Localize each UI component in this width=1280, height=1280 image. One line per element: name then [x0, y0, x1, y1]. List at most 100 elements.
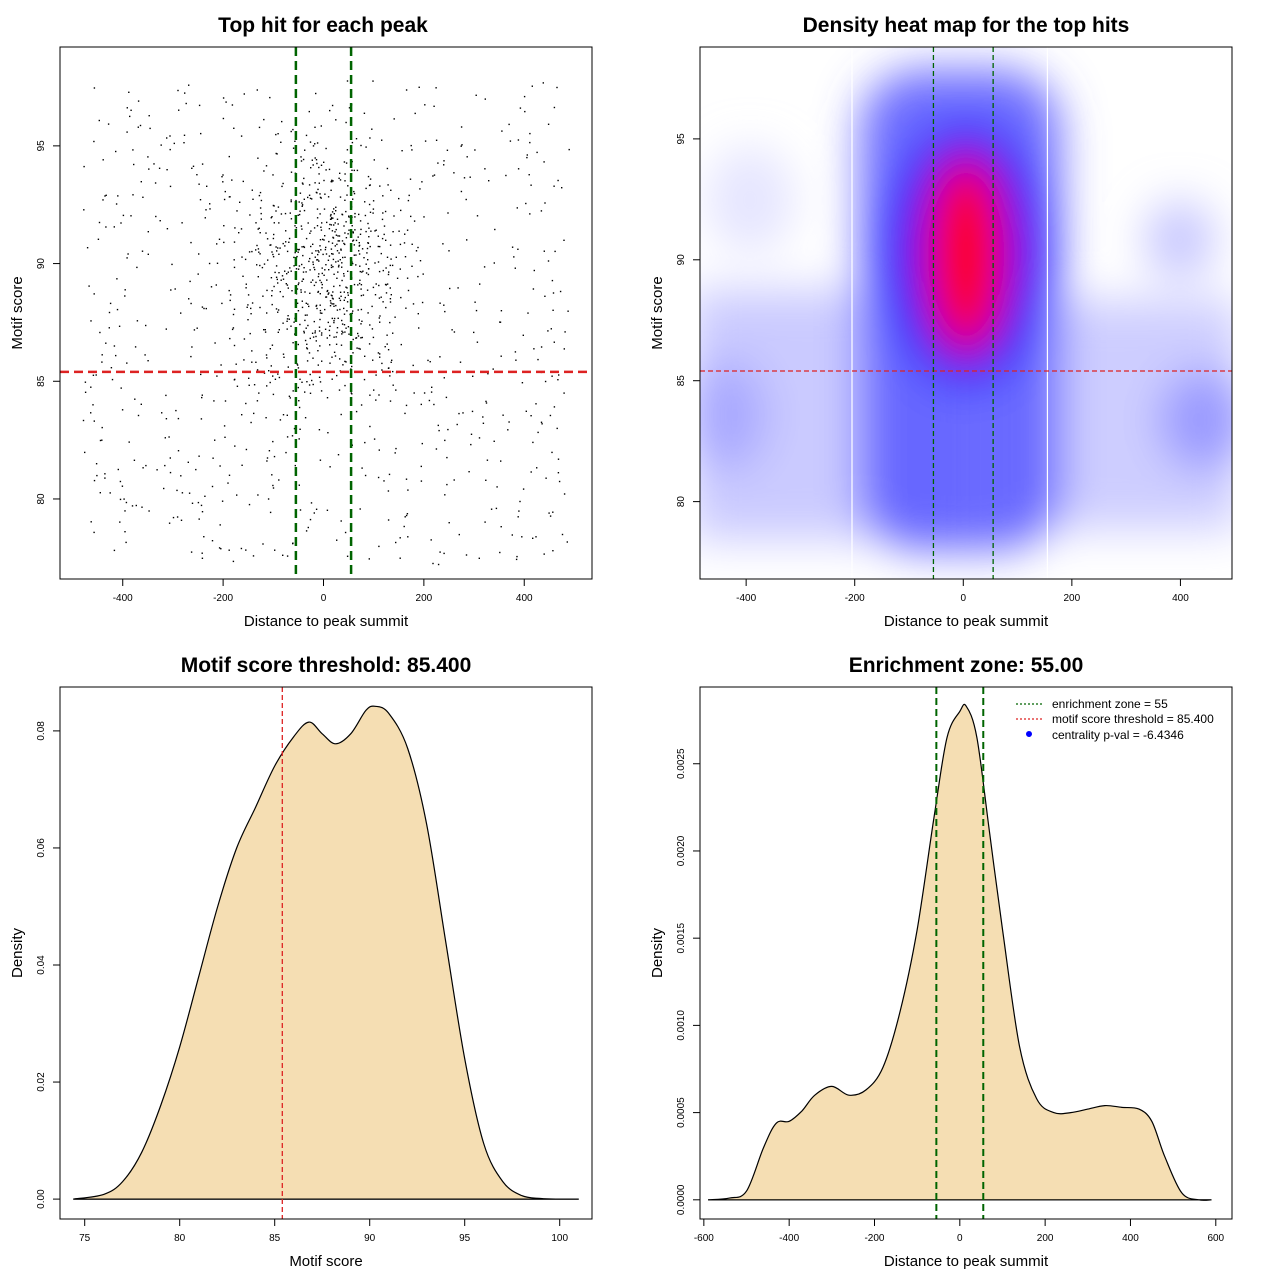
scatter-point — [303, 330, 305, 333]
scatter-point — [99, 492, 101, 494]
scatter-point — [311, 332, 314, 334]
scatter-point — [314, 332, 316, 334]
scatter-point — [407, 199, 410, 202]
scatter-point — [332, 253, 334, 255]
scatter-point — [268, 370, 270, 372]
scatter-point — [369, 184, 371, 186]
scatter-point — [173, 142, 175, 145]
scatter-point — [446, 483, 448, 486]
scatter-point — [389, 301, 392, 303]
scatter-point — [304, 391, 306, 393]
scatter-point — [229, 299, 231, 302]
scatter-point — [269, 96, 271, 99]
scatter-point — [267, 259, 269, 261]
scatter-point — [348, 229, 350, 231]
scatter-point — [279, 291, 281, 293]
scatter-point — [385, 306, 387, 309]
scatter-point — [549, 515, 552, 517]
scatter-point — [333, 285, 335, 288]
scatter-point — [154, 182, 157, 184]
x-tick-label: -200 — [213, 593, 233, 604]
scatter-point — [342, 331, 344, 334]
scatter-point — [197, 501, 200, 504]
scatter-point — [260, 218, 262, 220]
scatter-point — [330, 266, 333, 269]
scatter-point — [126, 257, 128, 259]
scatter-point — [359, 233, 362, 235]
scatter-point — [216, 243, 218, 245]
x-axis: -400 -200 0 200 400 — [736, 579, 1189, 604]
scatter-point — [507, 429, 509, 431]
scatter-point — [339, 308, 341, 311]
scatter-point — [258, 392, 260, 394]
scatter-point — [198, 518, 200, 520]
scatter-point — [280, 141, 282, 143]
scatter-point — [332, 258, 335, 261]
scatter-point — [508, 421, 510, 423]
scatter-point — [297, 310, 300, 312]
scatter-point — [339, 291, 342, 293]
scatter-point — [385, 267, 387, 269]
scatter-point — [381, 362, 383, 365]
scatter-point — [257, 276, 259, 278]
scatter-point — [306, 360, 309, 362]
scatter-point — [443, 552, 445, 555]
chart-title: Density heat map for the top hits — [803, 14, 1130, 37]
scatter-point — [223, 241, 225, 244]
scatter-point — [325, 169, 327, 171]
scatter-point — [269, 381, 271, 384]
scatter-point — [158, 167, 161, 169]
scatter-point — [485, 479, 487, 481]
scatter-point — [269, 511, 272, 514]
scatter-point — [314, 268, 316, 271]
scatter-point — [263, 329, 265, 331]
scatter-point — [313, 284, 316, 287]
scatter-point — [294, 464, 296, 467]
plot-frame — [699, 46, 1233, 580]
x-axis: -400 -200 0 200 400 — [113, 579, 533, 604]
scatter-point — [358, 213, 360, 216]
scatter-point — [329, 223, 331, 226]
scatter-point — [325, 253, 328, 255]
scatter-point — [545, 477, 547, 479]
x-axis-label: Distance to peak summit — [884, 1253, 1049, 1270]
scatter-point — [371, 305, 373, 308]
y-tick-label: 95 — [676, 133, 687, 145]
x-tick-label: 90 — [364, 1233, 376, 1244]
scatter-point — [465, 198, 467, 201]
scatter-point — [295, 268, 298, 270]
scatter-point — [364, 214, 367, 217]
scatter-point — [313, 227, 316, 229]
scatter-point — [342, 256, 344, 259]
scatter-point — [200, 373, 202, 376]
scatter-point — [338, 235, 341, 237]
scatter-point — [115, 354, 117, 357]
scatter-point — [105, 194, 107, 196]
scatter-point — [307, 196, 309, 199]
scatter-point — [364, 474, 367, 477]
scatter-point — [304, 314, 307, 316]
scatter-point — [483, 266, 486, 268]
scatter-point — [245, 402, 247, 405]
scatter-point — [388, 367, 390, 369]
scatter-point — [331, 181, 333, 183]
scatter-point — [312, 261, 314, 263]
scatter-point — [256, 369, 259, 371]
scatter-point — [536, 467, 538, 469]
scatter-point — [331, 211, 334, 213]
scatter-point — [213, 400, 215, 402]
y-tick-label: 0.04 — [36, 955, 47, 975]
scatter-point — [229, 294, 232, 296]
scatter-point — [120, 387, 122, 389]
scatter-point — [344, 360, 346, 363]
scatter-point — [319, 193, 321, 195]
scatter-point — [300, 160, 303, 162]
scatter-point — [145, 464, 147, 467]
scatter-point — [378, 284, 380, 287]
scatter-point — [408, 194, 410, 197]
scatter-point — [557, 472, 560, 474]
scatter-point — [553, 406, 556, 408]
scatter-point — [335, 234, 338, 236]
scatter-point — [275, 265, 278, 267]
scatter-point — [316, 142, 319, 144]
